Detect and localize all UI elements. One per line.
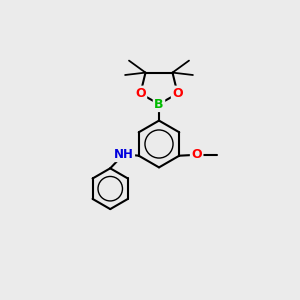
Text: O: O [191,148,202,161]
Text: B: B [154,98,164,111]
Text: O: O [172,87,183,100]
Text: O: O [135,87,146,100]
Text: NH: NH [114,148,134,161]
